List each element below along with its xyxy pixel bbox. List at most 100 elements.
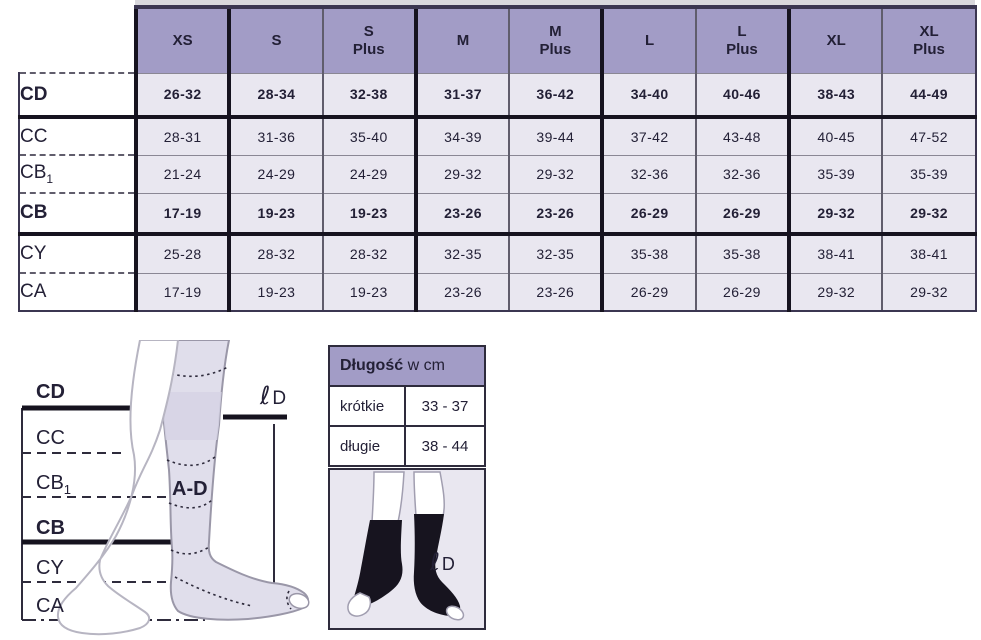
size-cell: 28-31 — [133, 117, 230, 156]
row-label: CD — [18, 72, 136, 119]
ca-label: CA — [36, 595, 64, 617]
length-table-header: Długość w cm — [330, 347, 484, 387]
length-table: Długość w cm krótkie 33 - 37 długie 38 - 44 — [328, 345, 486, 467]
size-cell: 21-24 — [133, 155, 230, 194]
length-row-label: krótkie — [330, 387, 406, 425]
size-cell: 32-35 — [413, 234, 510, 274]
row-label: CA — [18, 273, 136, 312]
size-cell: 34-40 — [600, 73, 696, 119]
row-label: CC — [18, 117, 136, 156]
size-row-cc: CC 28-31 31-36 35-40 34-39 39-44 37-42 43-48 40-… — [18, 117, 977, 156]
row-label: CB — [18, 193, 136, 236]
size-row-ca: CA 17-19 19-23 19-23 23-26 23-26 26-29 26-29 29-… — [18, 273, 977, 312]
cd-label: CD — [36, 381, 65, 403]
front-shin — [371, 471, 405, 523]
length-title: Długość — [340, 357, 404, 374]
size-cell: 32-36 — [600, 155, 696, 194]
size-cell: 24-29 — [227, 155, 323, 194]
table-top-strip — [135, 0, 975, 5]
size-cell: 40-45 — [787, 117, 883, 156]
size-cell: 32-36 — [694, 155, 790, 194]
back-sock — [413, 514, 461, 616]
row-label: CY — [18, 234, 136, 274]
col-header-s-plus: S Plus — [321, 5, 416, 74]
size-cell: 35-40 — [321, 117, 416, 156]
length-unit: w cm — [403, 357, 445, 374]
size-cell: 23-26 — [413, 193, 510, 236]
cb1-label: CB1 — [36, 472, 71, 497]
length-row-krótkie: krótkie 33 - 37 — [330, 387, 484, 425]
size-cell: 39-44 — [508, 117, 603, 156]
cb-label: CB — [36, 517, 65, 539]
front-sock — [353, 520, 403, 607]
col-header-xl-plus: XL Plus — [881, 5, 977, 74]
cy-label: CY — [36, 557, 64, 579]
col-header-xl: XL — [787, 5, 883, 74]
size-cell: 38-41 — [881, 234, 977, 274]
calf-dotted-line — [168, 499, 213, 509]
open-toe-cap — [288, 592, 310, 610]
col-header-l: L — [600, 5, 696, 74]
length-row-value: 33 - 37 — [421, 397, 469, 415]
length-row-długie: długie 38 - 44 — [330, 425, 484, 465]
size-cell: 23-26 — [508, 193, 603, 236]
corner-spacer — [19, 7, 136, 73]
size-cell: 29-32 — [881, 273, 977, 312]
size-cell: 19-23 — [227, 193, 323, 236]
size-table-header-row: XS S S Plus M M Plus L L Plus XL XL Plus — [19, 5, 977, 74]
back-toe-cap — [445, 605, 465, 621]
size-cell: 32-38 — [321, 73, 416, 119]
bare-leg-illustration — [56, 340, 180, 636]
size-cell: 44-49 — [881, 73, 977, 119]
col-header-l-plus: L Plus — [694, 5, 790, 74]
row-label: CB1 — [18, 155, 136, 194]
toe-dotted-line — [286, 590, 292, 610]
size-cell: 34-39 — [413, 117, 510, 156]
size-cell: 35-38 — [600, 234, 696, 274]
size-cell: 26-29 — [600, 193, 696, 236]
size-cell: 26-29 — [694, 273, 790, 312]
size-cell: 24-29 — [321, 155, 416, 194]
size-cell: 17-19 — [133, 193, 230, 236]
size-cell: 25-28 — [133, 234, 230, 274]
size-cell: 36-42 — [508, 73, 603, 119]
size-cell: 28-34 — [227, 73, 323, 119]
size-cell: 31-37 — [413, 73, 510, 119]
col-header-m-plus: M Plus — [508, 5, 603, 74]
size-row-cb1: CB1 21-24 24-29 24-29 29-32 29-32 32-36 32-36 35… — [18, 155, 977, 194]
size-cell: 35-38 — [694, 234, 790, 274]
size-cell: 26-29 — [694, 193, 790, 236]
size-cell: 26-32 — [133, 73, 230, 119]
size-cell: 29-32 — [508, 155, 603, 194]
cc-label: CC — [36, 427, 65, 449]
col-header-m: M — [413, 5, 510, 74]
ankle-dotted-line — [170, 546, 210, 555]
size-cell: 19-23 — [321, 193, 416, 236]
col-header-s: S — [227, 5, 323, 74]
size-cell: 38-43 — [787, 73, 883, 119]
size-cell: 28-32 — [227, 234, 323, 274]
size-cell: 37-42 — [600, 117, 696, 156]
front-toe-cap — [347, 592, 372, 617]
length-row-value: 38 - 44 — [421, 437, 469, 455]
size-cell: 35-39 — [881, 155, 977, 194]
size-cell: 35-39 — [787, 155, 883, 194]
col-header-xs: XS — [133, 5, 230, 74]
size-cell: 29-32 — [787, 193, 883, 236]
size-cell: 38-41 — [787, 234, 883, 274]
size-row-cd: CD 26-32 28-34 32-38 31-37 36-42 34-40 40-46 38-… — [18, 72, 977, 119]
size-cell: 17-19 — [133, 273, 230, 312]
length-row-label: długie — [330, 427, 406, 465]
size-cell: 28-32 — [321, 234, 416, 274]
size-cell: 23-26 — [413, 273, 510, 312]
size-cell: 19-23 — [321, 273, 416, 312]
size-cell: 29-32 — [787, 273, 883, 312]
back-shin — [413, 471, 445, 517]
size-cell: 29-32 — [413, 155, 510, 194]
